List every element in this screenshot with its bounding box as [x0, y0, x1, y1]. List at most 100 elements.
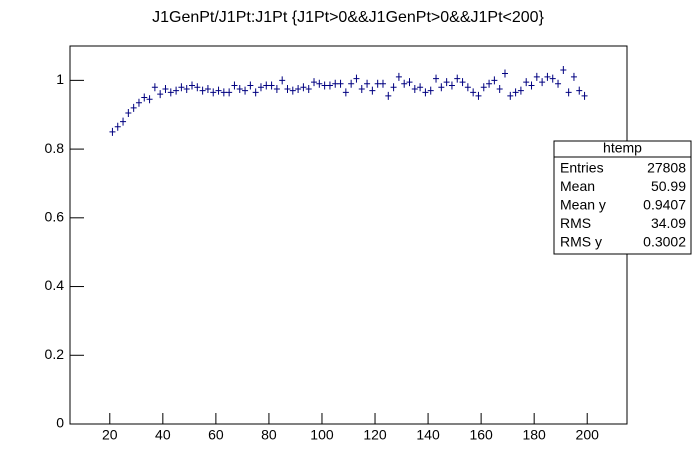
point [178, 83, 185, 92]
point [528, 81, 535, 90]
point [486, 79, 493, 88]
x-tick-label: 200 [576, 427, 600, 443]
point [443, 78, 450, 87]
x-tick-label: 40 [155, 427, 171, 443]
point [289, 86, 296, 95]
point [109, 127, 116, 136]
x-tick-label: 100 [310, 427, 334, 443]
point [226, 88, 233, 97]
point [183, 84, 190, 93]
point [130, 103, 137, 112]
point [199, 86, 206, 95]
point [141, 93, 148, 102]
point [364, 79, 371, 88]
point [332, 79, 339, 88]
x-tick-label: 180 [522, 427, 546, 443]
stats-label: Mean [560, 178, 595, 194]
point [236, 84, 243, 93]
point [539, 78, 546, 87]
stats-label: RMS y [560, 234, 602, 250]
point [268, 81, 275, 90]
y-tick-label: 1 [56, 71, 64, 87]
point [220, 88, 227, 97]
point [146, 95, 153, 104]
y-tick-label: 0 [56, 415, 64, 431]
point [295, 84, 302, 93]
point [337, 79, 344, 88]
point [215, 86, 222, 95]
point [438, 83, 445, 92]
point [300, 83, 307, 92]
point [242, 86, 249, 95]
x-tick-label: 140 [416, 427, 440, 443]
point [125, 109, 132, 118]
point [454, 74, 461, 83]
point [257, 83, 264, 92]
stats-value: 0.3002 [643, 234, 686, 250]
stats-label: RMS [560, 215, 591, 231]
point [305, 84, 312, 93]
point [231, 81, 238, 90]
point [470, 88, 477, 97]
point [385, 91, 392, 100]
point [459, 78, 466, 87]
point [151, 83, 158, 92]
point [252, 88, 259, 97]
point [204, 84, 211, 93]
point [194, 83, 201, 92]
point [549, 74, 556, 83]
stats-label: Entries [560, 160, 604, 176]
point [247, 81, 254, 90]
y-tick-label: 0.6 [45, 209, 65, 225]
point [326, 81, 333, 90]
point [576, 86, 583, 95]
stats-box [553, 140, 692, 255]
point [316, 79, 323, 88]
point [135, 98, 142, 107]
point [406, 78, 413, 87]
point [496, 84, 503, 93]
point [507, 91, 514, 100]
point [173, 86, 180, 95]
point [433, 74, 440, 83]
point [395, 72, 402, 81]
x-tick-label: 120 [363, 427, 387, 443]
point [411, 84, 418, 93]
stats-label: Mean y [560, 197, 606, 213]
point [348, 79, 355, 88]
stats-value: 50.99 [651, 178, 686, 194]
y-tick-label: 0.4 [45, 277, 65, 293]
point [544, 72, 551, 81]
stats-value: 34.09 [651, 215, 686, 231]
point [273, 84, 280, 93]
point [517, 86, 524, 95]
point [401, 79, 408, 88]
point [279, 76, 286, 85]
point [570, 72, 577, 81]
point [475, 91, 482, 100]
point [114, 122, 121, 131]
x-tick-label: 20 [102, 427, 118, 443]
y-tick-label: 0.2 [45, 346, 65, 362]
point [263, 81, 270, 90]
point [523, 78, 530, 87]
x-tick-label: 60 [208, 427, 224, 443]
stats-value: 27808 [647, 160, 686, 176]
point [353, 74, 360, 83]
point [379, 79, 386, 88]
point [374, 79, 381, 88]
point [167, 88, 174, 97]
chart-title: J1GenPt/J1Pt:J1Pt {J1Pt>0&&J1GenPt>0&&J1… [152, 9, 544, 26]
point [120, 117, 127, 126]
point [417, 83, 424, 92]
point [427, 86, 434, 95]
point [560, 66, 567, 75]
point [311, 78, 318, 87]
point [210, 88, 217, 97]
stats-value: 0.9407 [643, 197, 686, 213]
point [342, 88, 349, 97]
point [533, 72, 540, 81]
point [480, 83, 487, 92]
point [369, 86, 376, 95]
